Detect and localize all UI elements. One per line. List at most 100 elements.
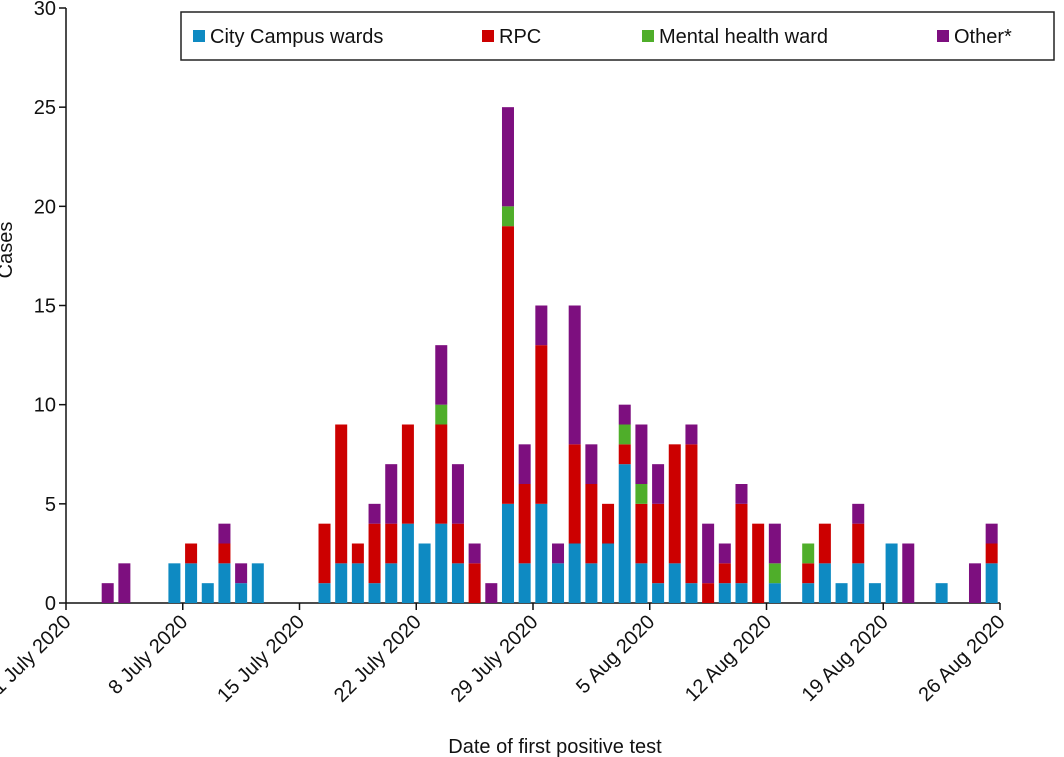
bar-segment bbox=[802, 583, 815, 603]
bar-segment bbox=[185, 543, 198, 564]
bar-segment bbox=[635, 424, 648, 484]
x-axis-label: Date of first positive test bbox=[448, 736, 662, 757]
bar-segment bbox=[318, 583, 331, 603]
bar-segment bbox=[735, 484, 748, 504]
bar-segment bbox=[585, 563, 598, 603]
bar-segment bbox=[985, 543, 998, 564]
bar-segment bbox=[868, 583, 881, 603]
legend-swatch bbox=[937, 30, 949, 42]
bar-segment bbox=[618, 464, 631, 603]
legend-label: City Campus wards bbox=[210, 26, 383, 48]
bar-segment bbox=[385, 563, 398, 603]
bar-segment bbox=[518, 484, 531, 564]
bar-segment bbox=[985, 523, 998, 544]
bar-segment bbox=[368, 523, 381, 584]
bar-segment bbox=[468, 563, 481, 603]
bar-segment bbox=[652, 503, 665, 584]
bar-segment bbox=[735, 503, 748, 584]
bar-segment bbox=[535, 503, 548, 603]
bar-segment bbox=[435, 424, 448, 524]
bar-segment bbox=[218, 523, 231, 544]
x-tick-label: 5 Aug 2020 bbox=[572, 611, 659, 698]
bar-segment bbox=[652, 464, 665, 504]
bar-segment bbox=[318, 523, 331, 584]
bar-segment bbox=[518, 444, 531, 484]
bar-segment bbox=[451, 563, 464, 603]
bar-segment bbox=[852, 503, 865, 524]
bar-segment bbox=[685, 444, 698, 584]
bar-segment bbox=[535, 305, 548, 346]
bar-segment bbox=[435, 345, 448, 405]
bar-segment bbox=[118, 563, 131, 603]
bar-segment bbox=[101, 583, 114, 603]
bar-segment bbox=[668, 444, 681, 564]
bar-segment bbox=[568, 444, 581, 544]
legend-box bbox=[180, 11, 1055, 61]
y-tick-label: 0 bbox=[45, 593, 56, 615]
bar-segment bbox=[368, 503, 381, 524]
bar-segment bbox=[485, 583, 498, 603]
x-tick-label: 1 July 2020 bbox=[0, 611, 76, 699]
bar-segment bbox=[335, 424, 348, 564]
bar-segment bbox=[602, 503, 615, 544]
bar-segment bbox=[552, 543, 565, 564]
bar-segment bbox=[451, 464, 464, 524]
bar-segment bbox=[218, 543, 231, 564]
bar-segment bbox=[768, 583, 781, 603]
x-tick-label: 19 Aug 2020 bbox=[798, 611, 893, 706]
bar-segment bbox=[985, 563, 998, 603]
bar-segment bbox=[518, 563, 531, 603]
bar-segment bbox=[218, 563, 231, 603]
bar-segment bbox=[802, 563, 815, 584]
bar-segment bbox=[635, 503, 648, 564]
x-tick-label: 15 July 2020 bbox=[213, 611, 309, 707]
bar-segment bbox=[835, 583, 848, 603]
bar-segment bbox=[385, 523, 398, 564]
bar-segment bbox=[501, 206, 514, 227]
legend-swatch bbox=[482, 30, 494, 42]
bar-segment bbox=[552, 563, 565, 603]
bar-segment bbox=[501, 503, 514, 603]
bar-segment bbox=[818, 523, 831, 564]
bar-segment bbox=[702, 583, 715, 603]
bar-segment bbox=[935, 583, 948, 603]
y-tick-label: 5 bbox=[45, 494, 56, 516]
bar-segment bbox=[768, 563, 781, 584]
bar-segment bbox=[718, 543, 731, 564]
y-tick-label: 20 bbox=[34, 196, 56, 218]
bar-segment bbox=[618, 424, 631, 445]
x-tick-label: 26 Aug 2020 bbox=[915, 611, 1010, 706]
y-tick-label: 10 bbox=[34, 395, 56, 417]
bar-segment bbox=[718, 563, 731, 584]
bar-segment bbox=[852, 563, 865, 603]
bar-segment bbox=[818, 563, 831, 603]
legend-label: Mental health ward bbox=[659, 26, 828, 48]
x-tick-label: 8 July 2020 bbox=[104, 611, 192, 699]
bar-segment bbox=[685, 424, 698, 445]
bar-segment bbox=[418, 543, 431, 603]
bar-segment bbox=[752, 523, 765, 603]
bar-segment bbox=[635, 484, 648, 504]
bar-segment bbox=[635, 563, 648, 603]
bar-segment bbox=[568, 305, 581, 445]
y-tick-label: 30 bbox=[34, 0, 56, 20]
legend-label: RPC bbox=[499, 26, 541, 48]
y-axis-label: Cases bbox=[0, 222, 17, 279]
bar-segment bbox=[368, 583, 381, 603]
y-tick-label: 25 bbox=[34, 97, 56, 119]
bar-segment bbox=[668, 563, 681, 603]
bar-segment bbox=[885, 543, 898, 603]
bar-segment bbox=[735, 583, 748, 603]
bar-segment bbox=[602, 543, 615, 603]
bar-segment bbox=[685, 583, 698, 603]
bar-segment bbox=[251, 563, 264, 603]
bar-segment bbox=[585, 484, 598, 564]
bar-segment bbox=[351, 543, 364, 564]
x-tick-label: 12 Aug 2020 bbox=[681, 611, 776, 706]
legend-label: Other* bbox=[954, 26, 1012, 48]
bar-segment bbox=[235, 563, 248, 584]
bar-segment bbox=[385, 464, 398, 524]
bar-segment bbox=[768, 523, 781, 564]
bar-segment bbox=[335, 563, 348, 603]
